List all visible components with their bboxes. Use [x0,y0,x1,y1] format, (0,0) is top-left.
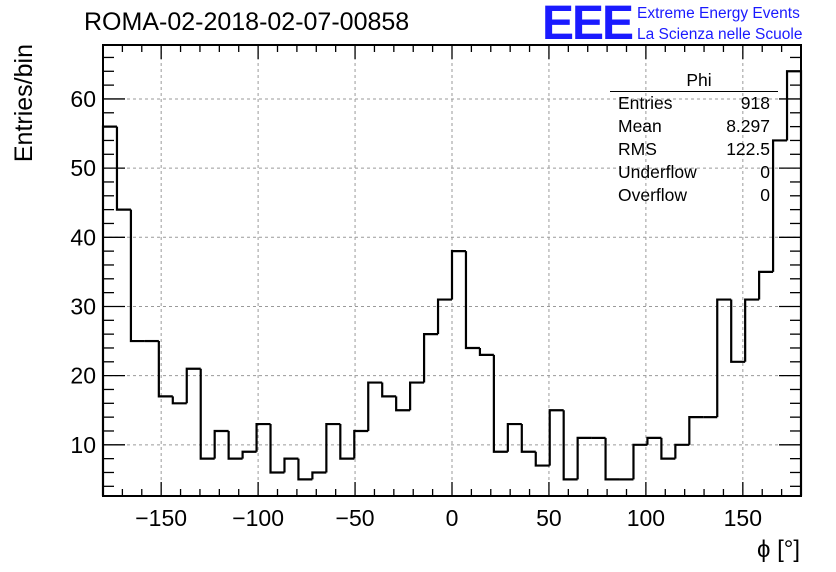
histogram-bin [436,298,452,335]
histogram-bin [367,381,383,431]
histogram-bin [185,367,201,404]
stats-label: RMS [618,139,657,159]
eee-logo: EEE [542,0,634,50]
chart-title: ROMA-02-2018-02-07-00858 [84,8,410,36]
stats-title: Phi [610,70,778,92]
stats-label: Mean [618,116,662,136]
stats-value: 0 [760,162,770,182]
histogram-bin [492,354,508,453]
histogram-bin [646,436,662,445]
stats-label: Overflow [618,185,688,205]
histogram-bin [395,396,411,412]
histogram-bin [562,410,578,481]
histogram-bin [255,422,271,452]
histogram-bin [422,333,439,383]
logo-line-1: Extreme Energy Events [637,5,800,22]
histogram-bin [213,429,229,459]
histogram-bin [381,382,397,398]
histogram-bin [269,424,285,474]
histogram-bin [576,436,592,480]
histogram-bin [604,437,620,481]
x-tick-label: −100 [232,505,284,531]
y-tick-label: 60 [70,86,96,112]
y-tick-label: 10 [70,432,96,458]
stats-value: 918 [740,93,770,113]
histogram-bin [771,139,788,272]
histogram-bin [785,70,803,496]
stats-box: Phi Entries 918 Mean 8.297 RMS 122.5 Und… [610,70,778,207]
stats-row-rms: RMS 122.5 [610,138,778,161]
stats-value: 8.297 [726,116,770,136]
histogram-bin [506,422,522,452]
histogram-bin [311,471,327,480]
histogram-bin [730,299,746,363]
stats-row-entries: Entries 918 [610,92,778,115]
x-tick-label: −50 [336,505,375,531]
y-tick-label: 30 [70,293,96,319]
histogram-bin [283,457,299,473]
y-tick-label: 40 [70,224,96,250]
histogram-bin [478,347,494,356]
histogram-bin [674,443,690,459]
stats-row-mean: Mean 8.297 [610,115,778,138]
logo-caption: Extreme Energy Events La Scienza nelle S… [637,3,802,45]
y-tick-label: 50 [70,155,96,181]
stats-value: 122.5 [726,139,770,159]
x-tick-label: 150 [724,505,762,531]
histogram-bin [199,368,215,460]
histogram-bin [520,424,536,453]
stats-label: Underflow [618,162,697,182]
histogram-bin [534,451,550,467]
x-tick-label: 50 [536,505,562,531]
histogram-bin [450,250,466,300]
histogram-bin [325,422,341,473]
histogram-bin [716,298,732,418]
histogram-bin [353,429,369,459]
stats-label: Entries [618,93,673,113]
histogram-bin [409,381,425,411]
x-tick-label: 0 [446,505,459,531]
histogram-bin [548,409,564,466]
histogram-bin [171,396,187,405]
y-axis-label: Entries/bin [10,44,38,162]
stats-row-underflow: Underflow 0 [610,161,778,184]
stats-row-overflow: Overflow 0 [610,184,778,207]
histogram-bin [688,416,704,445]
x-axis-label: ϕ [°] [757,536,800,563]
histogram-bin [129,209,145,343]
histogram-bin [464,251,480,350]
stats-value: 0 [760,185,770,205]
x-tick-label: 100 [627,505,665,531]
histogram-bin [297,458,313,481]
y-tick-label: 20 [70,363,96,389]
histogram-bin [339,424,355,460]
x-tick-label: −150 [135,505,187,531]
histogram-bin [660,437,676,460]
histogram-bin [632,443,648,480]
histogram-bin [157,341,173,398]
histogram-bin [241,450,257,459]
histogram-bin [115,126,131,211]
logo-line-2: La Scienza nelle Scuole [637,26,803,43]
histogram-bin [758,270,774,300]
histogram-bin [227,430,243,460]
histogram-bin [744,298,760,362]
